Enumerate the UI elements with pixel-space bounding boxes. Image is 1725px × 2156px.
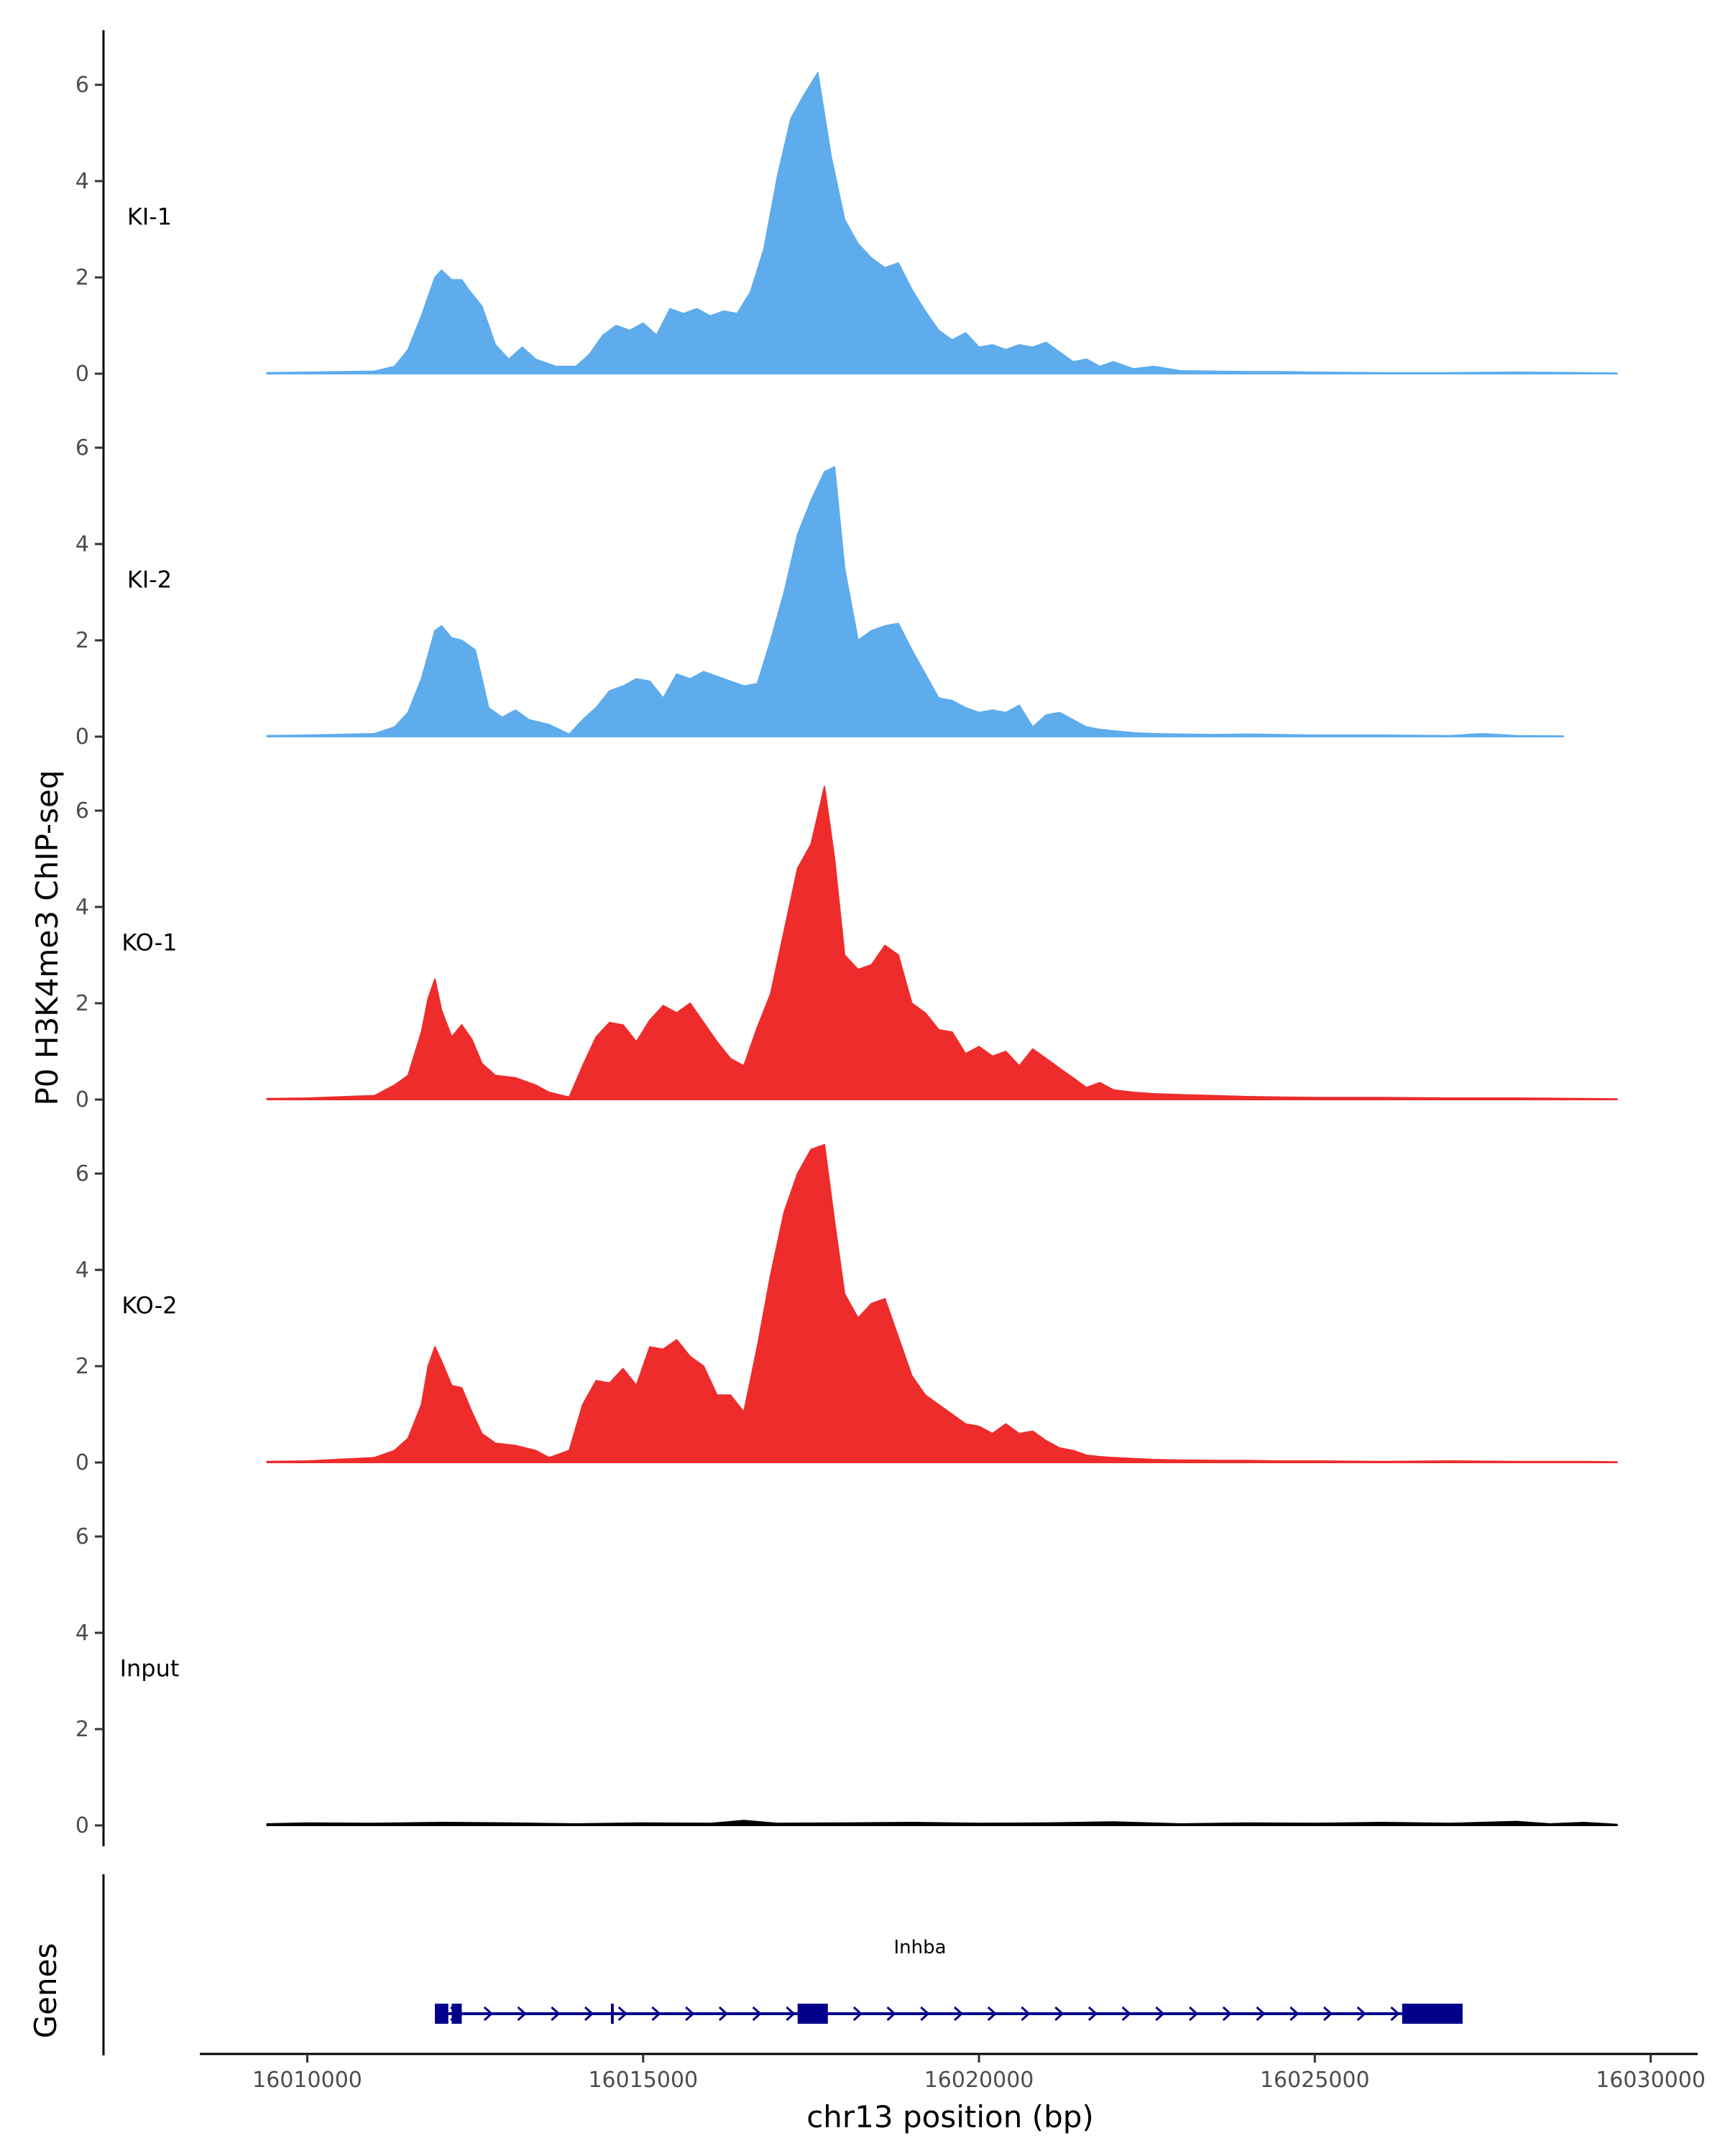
y-tick-label-input-6: 6 [75, 1524, 89, 1549]
strand-arrow [1189, 2006, 1199, 2022]
genes-axis-title: Genes [28, 1943, 63, 2039]
strand-arrow [483, 2006, 494, 2022]
strand-arrow [1356, 2006, 1366, 2022]
strand-arrow [752, 2006, 762, 2022]
strand-arrow [1289, 2006, 1300, 2022]
y-tick-label-ko-2-4: 4 [75, 1258, 89, 1283]
y-tick-label-ki-1-4: 4 [75, 169, 89, 194]
x-tick-label-16025000: 16025000 [1260, 2068, 1370, 2093]
gene-exon-1 [435, 2004, 448, 2024]
track-label-ki-2: KI-2 [127, 566, 172, 593]
x-tick-label-16020000: 16020000 [924, 2068, 1034, 2093]
x-tick-label-16015000: 16015000 [588, 2068, 698, 2093]
signal-area-ki-2 [266, 466, 1565, 737]
track-input: 0 2 4 6 Input [75, 1482, 1618, 1846]
strand-arrow [886, 2006, 896, 2022]
y-tick-label-ko-1-6: 6 [75, 798, 89, 824]
signal-area-ki-1 [266, 72, 1618, 374]
y-tick-label-ki-1-6: 6 [75, 73, 89, 98]
strand-arrow [1256, 2006, 1266, 2022]
y-tick-label-ko-1-2: 2 [75, 991, 89, 1016]
strand-arrow [1222, 2006, 1233, 2022]
strand-arrow [1087, 2006, 1098, 2022]
y-tick-label-ki-1-0: 0 [75, 361, 89, 387]
x-tick-label-16010000: 16010000 [252, 2068, 362, 2093]
strand-arrow [617, 2006, 627, 2022]
x-tick-label-16030000: 16030000 [1596, 2068, 1706, 2093]
y-tick-label-ki-2-6: 6 [75, 436, 89, 461]
strand-arrow [1323, 2006, 1333, 2022]
strand-arrow [517, 2006, 527, 2022]
strand-arrow [920, 2006, 930, 2022]
y-tick-label-ko-2-0: 0 [75, 1450, 89, 1475]
gene-exon-4 [797, 2004, 828, 2024]
strand-arrow [651, 2006, 661, 2022]
track-label-ko-1: KO-1 [121, 929, 177, 956]
signal-area-input [266, 1820, 1618, 1826]
strand-arrow [1021, 2006, 1031, 2022]
genes-panel: Inhba [102, 1874, 1463, 2055]
y-tick-label-ko-1-0: 0 [75, 1087, 89, 1112]
gene-exon-2 [451, 2004, 462, 2024]
strand-arrow [954, 2006, 964, 2022]
y-tick-label-ki-2-0: 0 [75, 724, 89, 750]
gene-exon-3 [610, 2004, 614, 2024]
strand-arrow [685, 2006, 695, 2022]
y-tick-label-ko-2-6: 6 [75, 1161, 89, 1187]
y-axis-title: P0 H3K4me3 ChIP-seq [29, 770, 65, 1105]
strand-arrow [1390, 2006, 1400, 2022]
y-tick-label-input-0: 0 [75, 1813, 89, 1838]
x-axis: 16010000 16015000 16020000 16025000 16030000 [200, 2053, 1706, 2093]
gene-name-label: Inhba [893, 1937, 946, 1958]
track-ko-2: 0 2 4 6 KO-2 [75, 1119, 1618, 1483]
strand-arrow [584, 2006, 594, 2022]
track-label-ko-2: KO-2 [121, 1291, 177, 1319]
strand-arrow [718, 2006, 729, 2022]
track-ko-1: 0 2 4 6 KO-1 [75, 756, 1618, 1120]
track-ki-2: 0 2 4 6 KI-2 [75, 393, 1565, 757]
y-tick-label-input-4: 4 [75, 1621, 89, 1646]
y-tick-label-ki-2-2: 2 [75, 628, 89, 653]
signal-area-ko-1 [266, 786, 1618, 1100]
track-label-input: Input [120, 1654, 180, 1682]
y-tick-label-ko-2-2: 2 [75, 1354, 89, 1379]
strand-arrow [786, 2006, 796, 2022]
y-tick-label-ki-1-2: 2 [75, 265, 89, 290]
y-tick-label-input-2: 2 [75, 1717, 89, 1742]
strand-arrow [551, 2006, 561, 2022]
tracks-layer: 0 2 4 6 KI-1 0 2 4 6 KI-2 0 2 4 6 KO-1 0 2 4 6 KO-2 0 2 4 6 Inpu… [75, 30, 1618, 1846]
y-tick-label-ki-2-4: 4 [75, 532, 89, 557]
y-tick-label-ko-1-4: 4 [75, 895, 89, 920]
x-axis-title: chr13 position (bp) [806, 2099, 1094, 2134]
strand-arrow [1155, 2006, 1165, 2022]
strand-arrow [1054, 2006, 1064, 2022]
strand-arrow [852, 2006, 863, 2022]
strand-arrow [1121, 2006, 1131, 2022]
gene-inhba: Inhba [435, 1937, 1463, 2024]
track-ki-1: 0 2 4 6 KI-1 [75, 30, 1618, 395]
strand-arrow [987, 2006, 997, 2022]
gene-exon-5 [1402, 2004, 1463, 2024]
signal-area-ko-2 [266, 1143, 1618, 1463]
track-label-ki-1: KI-1 [127, 203, 172, 230]
